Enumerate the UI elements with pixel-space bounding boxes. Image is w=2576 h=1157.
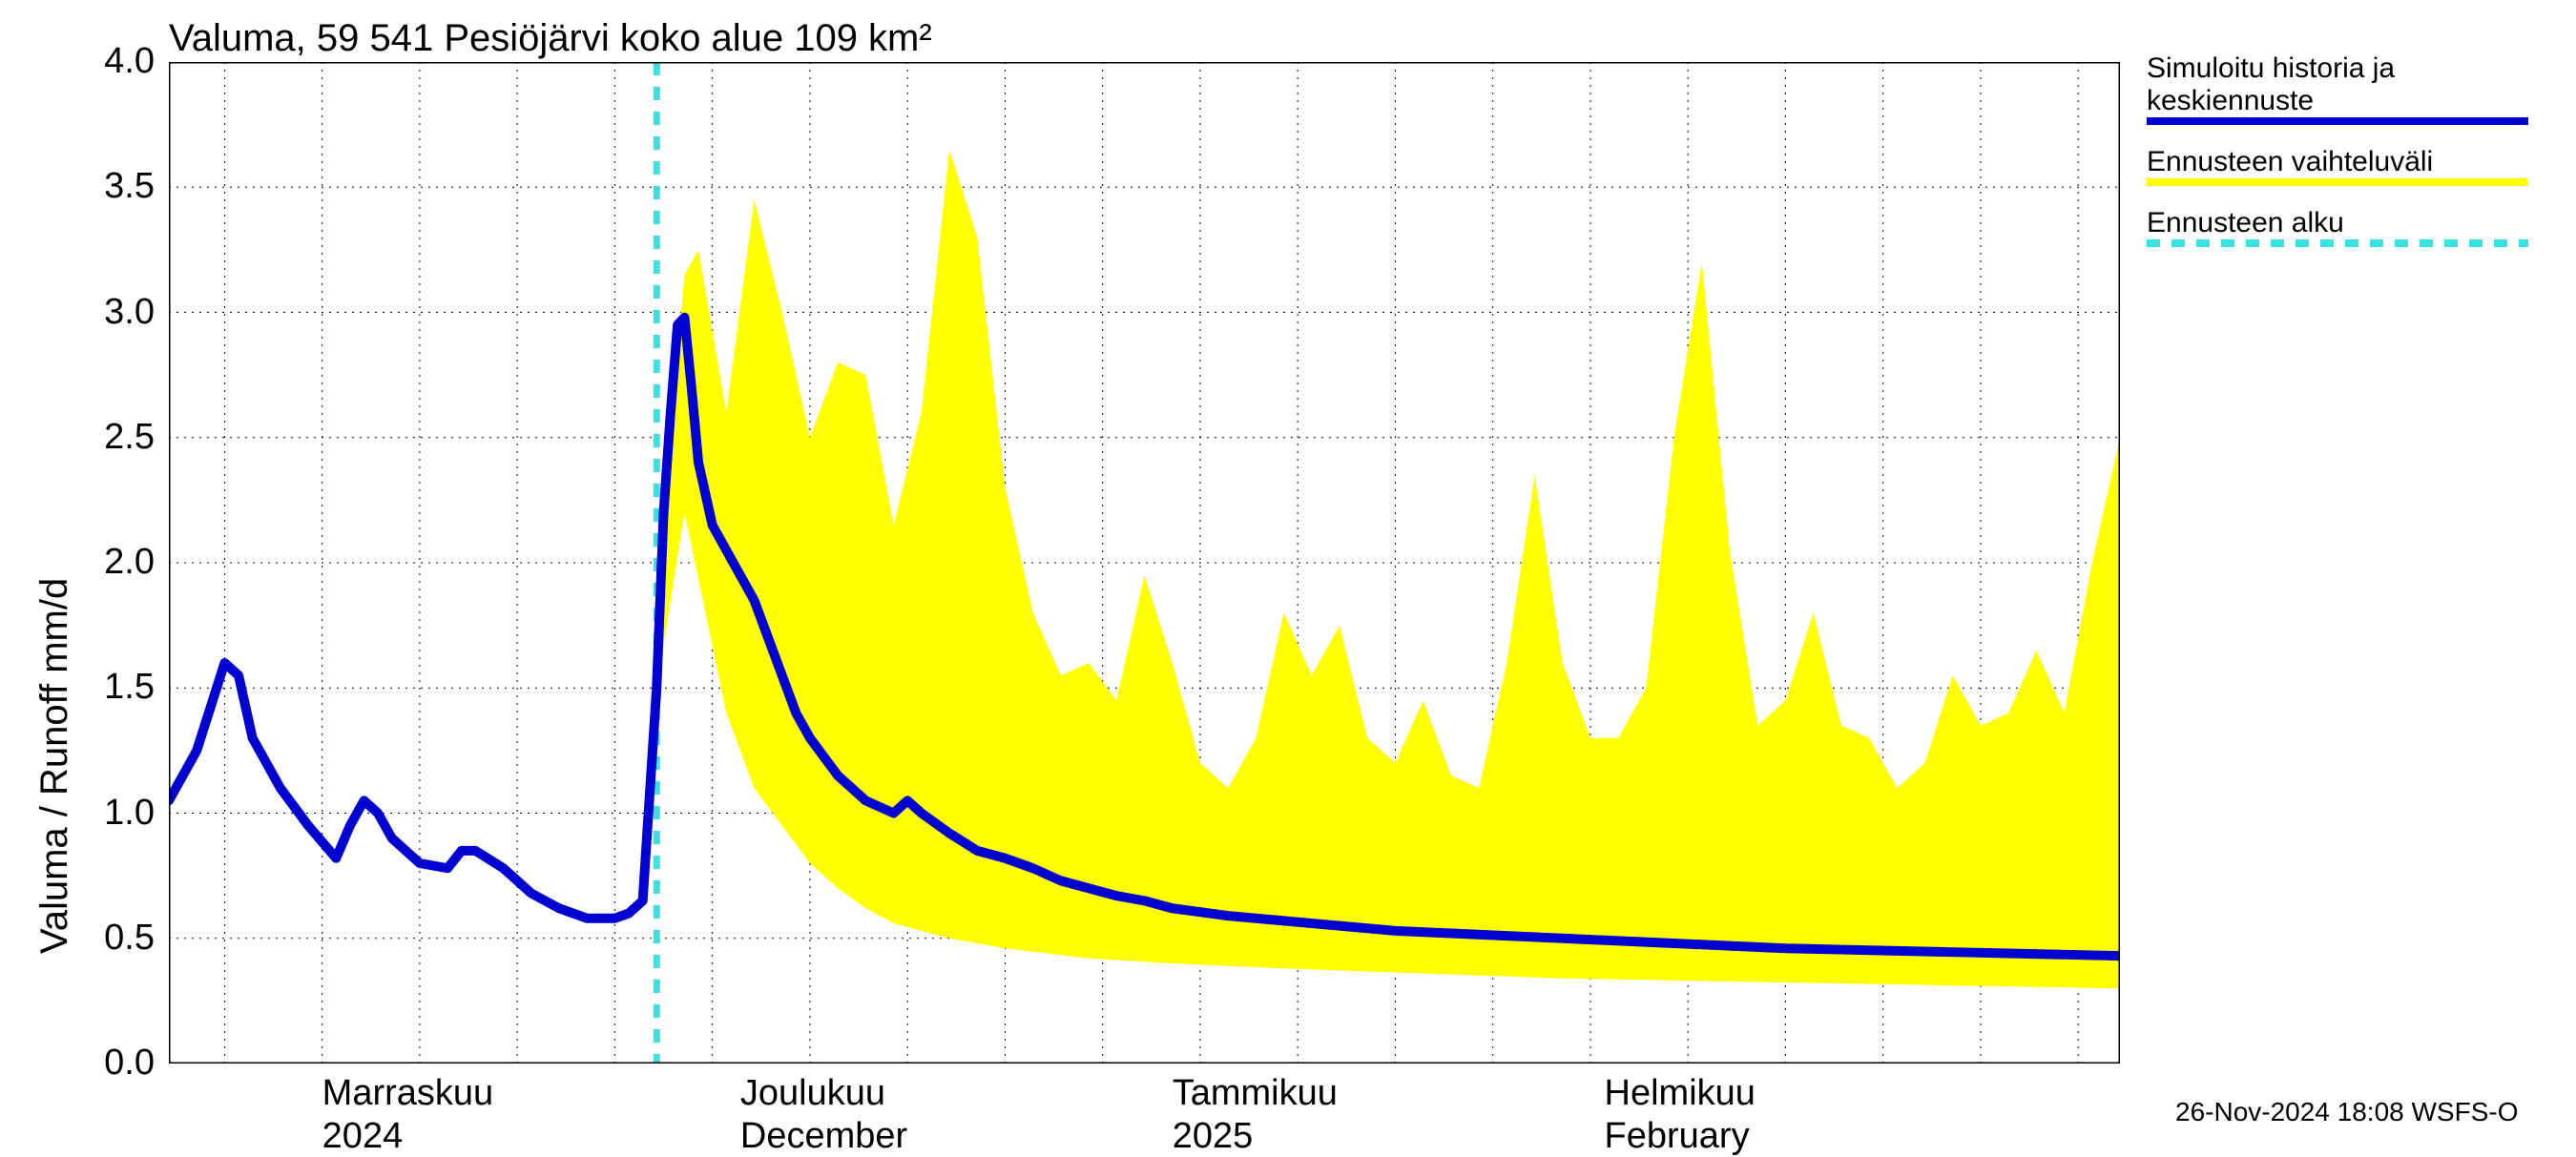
y-tick-label: 4.0 <box>78 41 155 82</box>
chart-container: Valuma, 59 541 Pesiöjärvi koko alue 109 … <box>0 0 2576 1145</box>
footer-timestamp: 26-Nov-2024 18:08 WSFS-O <box>2175 1097 2519 1127</box>
forecast-band <box>656 150 2120 988</box>
x-tick-label-line2: February <box>1605 1116 1750 1157</box>
legend-label: Ennusteen vaihteluväli <box>2147 146 2433 178</box>
x-tick-label-line2: 2025 <box>1173 1116 1254 1157</box>
y-tick-label: 0.0 <box>78 1043 155 1084</box>
x-tick-label-line2: 2024 <box>322 1116 404 1157</box>
x-tick-label-line2: December <box>740 1116 907 1157</box>
legend-label: Simuloitu historia ja <box>2147 52 2395 85</box>
legend-swatch <box>2147 178 2528 186</box>
y-axis-label: Valuma / Runoff mm/d <box>33 578 76 954</box>
y-tick-label: 1.5 <box>78 667 155 708</box>
x-tick-label-line1: Marraskuu <box>322 1073 494 1114</box>
y-tick-label: 3.5 <box>78 166 155 207</box>
x-tick-label-line1: Joulukuu <box>740 1073 885 1114</box>
legend-label: keskiennuste <box>2147 85 2314 117</box>
chart-title: Valuma, 59 541 Pesiöjärvi koko alue 109 … <box>169 17 932 60</box>
legend-swatch <box>2147 239 2528 247</box>
legend-label: Ennusteen alku <box>2147 207 2344 239</box>
y-tick-label: 2.0 <box>78 542 155 583</box>
x-tick-label-line1: Helmikuu <box>1605 1073 1755 1114</box>
plot-area <box>169 62 2120 1064</box>
legend-swatch <box>2147 117 2528 125</box>
y-tick-label: 3.0 <box>78 292 155 333</box>
y-tick-label: 1.0 <box>78 793 155 834</box>
y-tick-label: 0.5 <box>78 918 155 959</box>
x-tick-label-line1: Tammikuu <box>1173 1073 1338 1114</box>
y-tick-label: 2.5 <box>78 417 155 458</box>
